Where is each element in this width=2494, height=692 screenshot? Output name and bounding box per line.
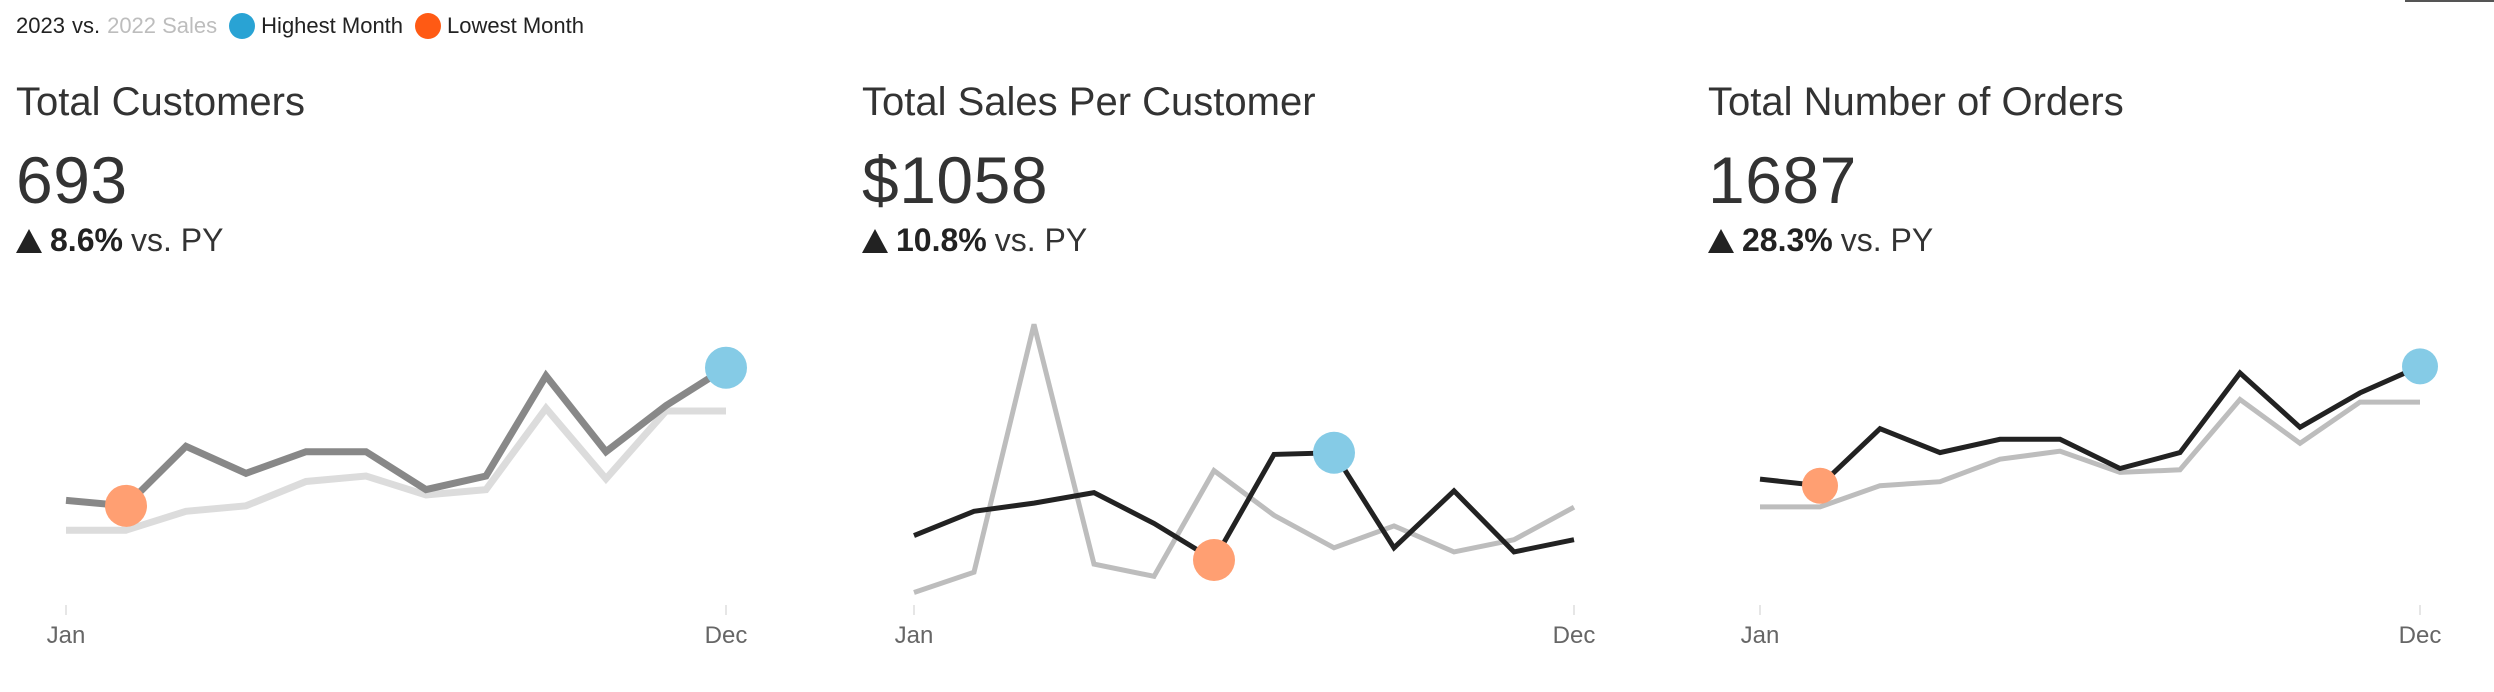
line-chart[interactable]: Jan Dec: [1708, 70, 2494, 670]
panel-title: Total Customers: [16, 80, 305, 124]
up-triangle-icon: [16, 228, 42, 253]
x-tick-label: Dec: [705, 622, 748, 649]
legend-highest-label: Highest Month: [261, 13, 404, 38]
line-chart[interactable]: Jan Dec: [862, 70, 1662, 670]
legend-vs: vs.: [71, 13, 101, 38]
lowest-month-marker: [1802, 467, 1838, 504]
kpi-change-percent: 10.8%: [896, 222, 987, 258]
x-tick-label: Jan: [895, 622, 934, 649]
series-line-current-year: [65, 364, 728, 510]
lowest-month-marker: [105, 484, 147, 527]
kpi-change-label: vs. PY: [994, 222, 1088, 258]
kpi-value: 1687: [1708, 143, 1857, 217]
kpi-change: 10.8% vs. PY: [862, 222, 1087, 259]
up-triangle-icon: [1708, 228, 1734, 253]
kpi-value: $1058: [862, 143, 1049, 217]
panel-total-number-of-orders: Total Number of Orders 1687 28.3% vs. PY…: [1708, 70, 2494, 670]
legend-lowest-label: Lowest Month: [447, 13, 584, 38]
x-tick-label: Jan: [47, 622, 86, 649]
x-tick-label: Dec: [1553, 622, 1596, 649]
kpi-change: 8.6% vs. PY: [16, 222, 223, 259]
series-line-previous-year: [1760, 396, 2420, 510]
lowest-month-dot-icon: [415, 13, 442, 39]
series-line-current-year: [1759, 364, 2422, 489]
highest-month-marker: [705, 346, 747, 389]
highest-month-marker: [1313, 431, 1355, 474]
legend: 2023 vs. 2022 Sales Highest Month Lowest…: [16, 8, 584, 44]
kpi-change-percent: 28.3%: [1742, 222, 1833, 258]
panel-title: Total Number of Orders: [1708, 80, 2124, 124]
kpi-change-label: vs. PY: [1840, 222, 1934, 258]
series-line-previous-year: [66, 402, 726, 534]
lowest-month-marker: [1193, 539, 1235, 581]
panel-title: Total Sales Per Customer: [862, 80, 1316, 124]
legend-current-year: 2023: [16, 13, 65, 38]
x-tick-label: Jan: [1741, 622, 1780, 649]
window-edge-line: [2405, 0, 2494, 2]
highest-month-dot-icon: [229, 13, 256, 39]
kpi-change-label: vs. PY: [130, 222, 224, 258]
legend-previous-year: 2022 Sales: [107, 13, 218, 38]
kpi-change: 28.3% vs. PY: [1708, 222, 1933, 259]
x-tick-label: Dec: [2399, 622, 2442, 649]
panel-total-sales-per-customer: Total Sales Per Customer $1058 10.8% vs.…: [862, 70, 1662, 670]
line-chart[interactable]: Jan Dec: [16, 70, 816, 670]
kpi-change-percent: 8.6%: [50, 222, 123, 258]
series-line-current-year: [913, 450, 1575, 564]
kpi-value: 693: [16, 143, 128, 217]
series-line-previous-year: [913, 323, 1576, 595]
highest-month-marker: [2402, 348, 2438, 385]
panel-total-customers: Total Customers 693 8.6% vs. PY Jan Dec: [16, 70, 816, 670]
up-triangle-icon: [862, 228, 888, 253]
